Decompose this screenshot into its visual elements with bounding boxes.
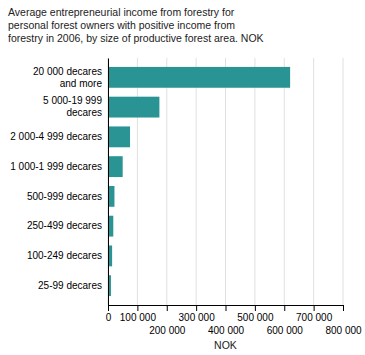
- y-tick-label: 20 000 decaresand more: [33, 66, 102, 89]
- y-tick: 500-999 decares: [27, 191, 108, 202]
- x-tick-label: 100 000: [120, 312, 157, 323]
- x-tick-label: 500 000: [237, 312, 274, 323]
- axis-domain: [109, 306, 344, 312]
- y-tick: 250-499 decares: [27, 220, 108, 231]
- y-tick-label: 1 000-1 999 decares: [10, 161, 102, 172]
- y-tick-label: 500-999 decares: [27, 191, 102, 202]
- bar: [108, 67, 290, 88]
- x-tick-label: 400 000: [208, 325, 245, 336]
- title: Average entrepreneurial income from fore…: [8, 6, 264, 44]
- title-line: personal forest owners with positive inc…: [8, 19, 235, 31]
- y-tick-label-line: 25-99 decares: [38, 280, 102, 291]
- x-tick-mark: [226, 305, 227, 311]
- x-tick-mark: [284, 305, 285, 311]
- x-tick-mark: [196, 305, 197, 311]
- y-tick: 2 000-4 999 decares: [10, 131, 108, 142]
- x-tick-label: 300 000: [179, 312, 216, 323]
- x-tick: 700 000: [296, 305, 333, 323]
- y-tick: 20 000 decaresand more: [33, 66, 108, 89]
- bar: [108, 97, 159, 118]
- y-tick-label-line: decares: [66, 107, 102, 118]
- y-tick-label-line: 20 000 decares: [33, 66, 102, 77]
- x-tick-mark: [255, 305, 256, 311]
- x-tick: 0: [106, 305, 112, 323]
- y-tick-label-line: 500-999 decares: [27, 191, 102, 202]
- x-tick-mark: [314, 305, 315, 311]
- plot: 0 100 000 200 000 300 000 400 000 500 000 600 …: [10, 58, 362, 351]
- x-tick: 300 000: [179, 305, 216, 323]
- y-tick-label: 5 000-19 999decares: [43, 95, 102, 118]
- x-tick-label: 600 000: [267, 325, 304, 336]
- y-tick: 1 000-1 999 decares: [10, 161, 108, 172]
- title-line: forestry in 2006, by size of productive …: [8, 32, 264, 44]
- x-tick-label: 800 000: [325, 325, 362, 336]
- grid-line: [166, 58, 167, 305]
- bar: [108, 126, 130, 147]
- grid: [108, 58, 343, 305]
- grid-line: [284, 58, 285, 305]
- y-tick: 5 000-19 999decares: [43, 95, 108, 118]
- x-tick-mark: [167, 305, 168, 311]
- y-tick-label-line: and more: [60, 78, 103, 89]
- y-tick-label: 250-499 decares: [27, 220, 102, 231]
- axis-domain: [108, 59, 109, 306]
- y-tick-label-line: 5 000-19 999: [43, 95, 102, 106]
- grid-line: [108, 58, 109, 305]
- x-tick-mark: [137, 305, 138, 311]
- bar: [108, 156, 123, 177]
- y-tick-label-line: 2 000-4 999 decares: [10, 131, 102, 142]
- y-tick-label: 25-99 decares: [38, 280, 102, 291]
- x-tick: 100 000: [120, 305, 157, 323]
- grid-line: [313, 58, 314, 305]
- x-tick-label: 0: [106, 312, 112, 323]
- grid-line: [254, 58, 255, 305]
- y-tick-label: 100-249 decares: [27, 250, 102, 261]
- y-tick: 100-249 decares: [27, 250, 108, 261]
- chart: Average entrepreneurial income from fore…: [0, 0, 365, 355]
- bars: [108, 67, 290, 296]
- grid-line: [196, 58, 197, 305]
- grid-line: [137, 58, 138, 305]
- x-tick: 800 000: [325, 305, 362, 336]
- x-tick-label: 700 000: [296, 312, 333, 323]
- y-tick-label: 2 000-4 999 decares: [10, 131, 102, 142]
- x-axis: 0 100 000 200 000 300 000 400 000 500 000 600 …: [106, 305, 362, 336]
- x-tick: 500 000: [237, 305, 274, 323]
- x-axis-title: NOK: [214, 339, 237, 351]
- x-tick-mark: [108, 305, 109, 311]
- x-tick-mark: [343, 305, 344, 311]
- grid-line: [225, 58, 226, 305]
- y-tick: 25-99 decares: [38, 280, 108, 291]
- y-axis: 20 000 decaresand more 5 000-19 999decare…: [10, 59, 108, 306]
- y-tick-label-line: 250-499 decares: [27, 220, 102, 231]
- y-tick-label-line: 100-249 decares: [27, 250, 102, 261]
- x-tick-label: 200 000: [149, 325, 186, 336]
- y-tick-label-line: 1 000-1 999 decares: [10, 161, 102, 172]
- title-line: Average entrepreneurial income from fore…: [8, 6, 235, 18]
- grid-line: [343, 58, 344, 305]
